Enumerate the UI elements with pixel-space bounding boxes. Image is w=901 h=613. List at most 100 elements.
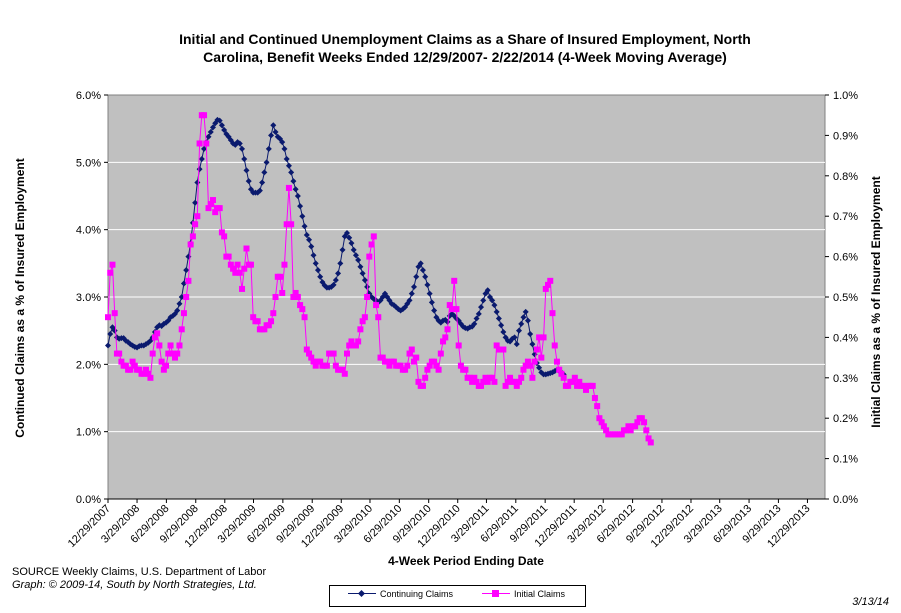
data-point <box>504 378 511 385</box>
data-point <box>482 374 489 381</box>
data-point <box>355 256 362 263</box>
data-point <box>279 139 286 146</box>
data-point <box>107 331 114 338</box>
data-point <box>310 358 317 365</box>
data-point <box>527 331 534 338</box>
data-point <box>145 370 152 377</box>
chart-title-line1: Initial and Continued Unemployment Claim… <box>179 31 751 47</box>
data-point <box>151 334 158 341</box>
data-point <box>352 252 359 259</box>
data-point <box>207 201 214 208</box>
data-point <box>105 342 111 349</box>
data-point <box>359 270 366 277</box>
data-point <box>489 297 496 304</box>
data-point <box>500 329 507 336</box>
data-point <box>518 320 525 327</box>
data-point <box>196 166 203 173</box>
data-point <box>192 221 199 228</box>
data-point <box>408 346 415 353</box>
data-point <box>232 269 239 276</box>
data-point <box>245 178 252 185</box>
data-point <box>538 354 545 361</box>
data-point <box>201 112 208 119</box>
data-point <box>384 358 391 365</box>
data-point <box>180 310 187 317</box>
data-point <box>536 334 543 341</box>
data-point <box>341 370 348 377</box>
data-point <box>357 263 364 270</box>
data-point <box>259 179 266 186</box>
data-point <box>480 297 487 304</box>
data-point <box>297 203 304 210</box>
data-point <box>288 221 295 228</box>
data-point <box>303 346 310 353</box>
data-point <box>308 243 315 250</box>
data-point <box>227 261 234 268</box>
data-point <box>201 145 208 152</box>
data-point <box>402 366 409 373</box>
data-point <box>207 129 214 136</box>
data-point <box>493 308 500 315</box>
data-point <box>268 132 275 139</box>
data-point <box>386 362 393 369</box>
data-point <box>243 167 250 174</box>
data-point <box>218 122 225 129</box>
data-point <box>529 341 536 348</box>
data-point <box>558 370 565 377</box>
data-point <box>129 358 136 365</box>
data-point <box>346 342 353 349</box>
data-point <box>527 362 534 369</box>
data-point <box>594 403 601 410</box>
y-left-tick-label: 3.0% <box>76 292 101 304</box>
data-point <box>163 362 170 369</box>
data-point <box>111 310 118 317</box>
data-point <box>230 265 237 272</box>
data-point <box>209 197 216 204</box>
data-point <box>480 378 487 385</box>
data-point <box>426 290 433 297</box>
y-right-tick-label: 0.5% <box>833 292 858 304</box>
data-point <box>247 261 254 268</box>
data-point <box>370 233 377 240</box>
data-point <box>560 374 567 381</box>
data-point <box>107 269 114 276</box>
data-point <box>551 342 558 349</box>
data-point <box>515 327 522 334</box>
data-point <box>156 342 163 349</box>
data-point <box>261 326 268 333</box>
data-point <box>471 374 478 381</box>
data-point <box>484 378 491 385</box>
data-point <box>469 378 476 385</box>
data-point <box>241 155 248 162</box>
data-point <box>279 289 286 296</box>
data-point <box>154 330 161 337</box>
data-point <box>283 155 290 162</box>
footer-source: SOURCE Weekly Claims, U.S. Department of… <box>12 566 266 592</box>
data-point <box>203 140 210 147</box>
data-point <box>308 354 315 361</box>
data-point <box>209 124 216 131</box>
data-point <box>239 285 246 292</box>
data-point <box>524 358 531 365</box>
data-point <box>513 341 520 348</box>
data-point <box>632 423 639 430</box>
data-point <box>638 415 645 422</box>
square-marker-icon <box>492 590 499 597</box>
data-point <box>281 261 288 268</box>
data-point <box>301 314 308 321</box>
data-point <box>643 427 650 434</box>
data-point <box>531 358 538 365</box>
data-point <box>368 241 375 248</box>
data-point <box>297 302 304 309</box>
data-point <box>448 306 455 313</box>
data-point <box>522 308 529 315</box>
data-point <box>428 299 435 306</box>
data-point <box>500 346 507 353</box>
data-point <box>475 310 482 317</box>
data-point <box>431 307 438 314</box>
data-point <box>350 246 357 253</box>
data-point <box>339 366 346 373</box>
data-point <box>236 269 243 276</box>
data-point <box>346 234 353 241</box>
data-point <box>419 267 426 274</box>
